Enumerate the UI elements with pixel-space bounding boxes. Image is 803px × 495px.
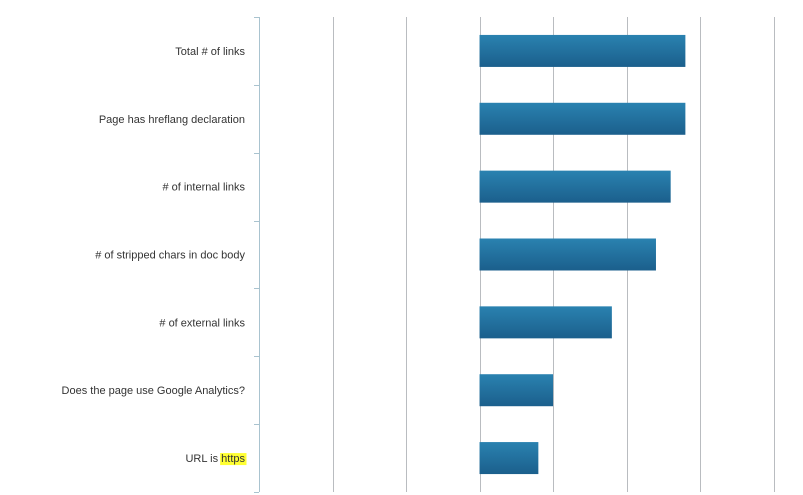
- bar-3: [479, 238, 656, 271]
- category-labels: Total # of links Page has hreflang declar…: [62, 46, 247, 466]
- bar-2: [479, 170, 671, 203]
- bar-1: [479, 102, 686, 135]
- category-label-4: # of external links: [159, 317, 245, 329]
- bar-6: [479, 442, 539, 475]
- bars: [479, 34, 686, 475]
- category-label-2: # of internal links: [162, 182, 245, 194]
- bar-5: [479, 374, 554, 407]
- category-label-3: # of stripped chars in doc body: [95, 250, 245, 262]
- bar-0: [479, 34, 686, 67]
- bar-4: [479, 306, 612, 339]
- category-label-5: Does the page use Google Analytics?: [62, 385, 245, 397]
- text-highlight: [220, 453, 247, 466]
- category-label-6: URL is https: [185, 453, 245, 465]
- highlighted-text: https: [221, 453, 245, 465]
- category-label-1: Page has hreflang declaration: [99, 114, 245, 126]
- category-label-0: Total # of links: [175, 46, 245, 58]
- y-axis: [254, 17, 260, 493]
